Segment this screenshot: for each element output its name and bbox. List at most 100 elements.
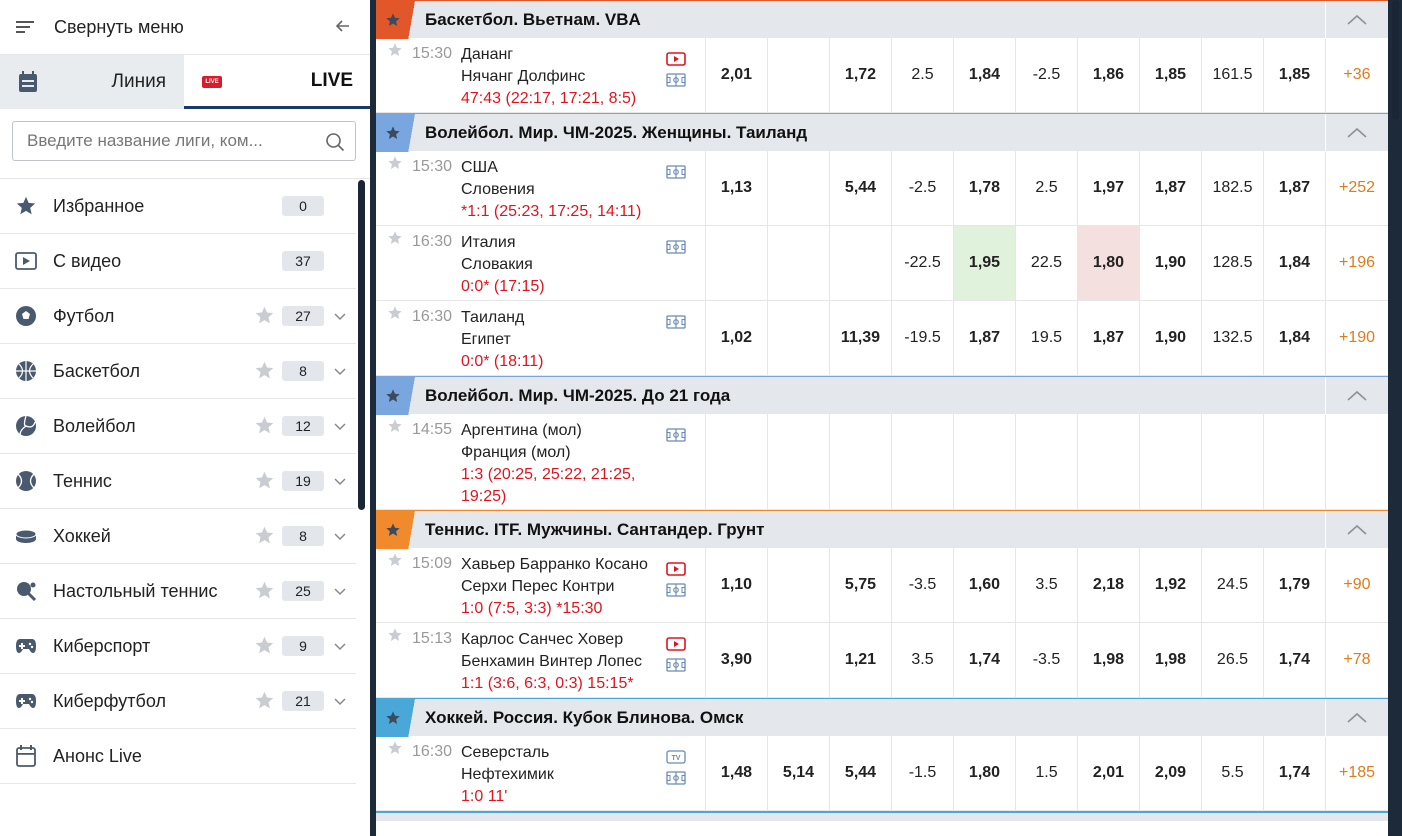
chevron-up-icon[interactable] xyxy=(1325,377,1388,415)
odd-cell[interactable] xyxy=(1078,414,1140,509)
odd-cell[interactable]: 22.5 xyxy=(1016,226,1078,300)
odd-cell[interactable] xyxy=(892,414,954,509)
sidebar-item-8[interactable]: Киберспорт 9 xyxy=(0,619,356,674)
odd-cell[interactable]: 24.5 xyxy=(1202,548,1264,622)
sidebar-item-4[interactable]: Волейбол 12 xyxy=(0,399,356,454)
favorite-star-icon[interactable] xyxy=(254,415,275,436)
match-info[interactable]: 15:30 Дананг Нячанг Долфинс 47:43 (22:17, 1… xyxy=(376,38,706,129)
odd-cell[interactable] xyxy=(954,414,1016,509)
field-icon[interactable] xyxy=(666,583,686,597)
odd-cell[interactable]: 132.5 xyxy=(1202,301,1264,375)
match-row[interactable]: 15:30 Дананг Нячанг Долфинс 47:43 (22:17, 1… xyxy=(376,38,1388,129)
odd-cell[interactable]: 2.5 xyxy=(1016,151,1078,225)
match-info[interactable]: 16:30 Северсталь Нефтехимик 1:0 11' TV xyxy=(376,736,706,810)
odd-cell[interactable]: 1,87 xyxy=(1078,301,1140,375)
sidebar-item-5[interactable]: Теннис 19 xyxy=(0,454,356,509)
odd-cell[interactable] xyxy=(768,414,830,509)
match-favorite-star-icon[interactable] xyxy=(387,42,403,58)
odd-cell[interactable]: -22.5 xyxy=(892,226,954,300)
league-favorite-star-icon[interactable] xyxy=(376,376,418,415)
chevron-up-icon[interactable] xyxy=(1325,511,1388,549)
match-info[interactable]: 16:30 Таиланд Египет 0:0* (18:11) xyxy=(376,301,706,375)
odd-cell[interactable]: 161.5 xyxy=(1202,38,1264,112)
odd-cell[interactable]: 3.5 xyxy=(1016,548,1078,622)
odd-cell[interactable]: 1,21 xyxy=(830,623,892,697)
odd-cell[interactable]: 5,75 xyxy=(830,548,892,622)
favorite-star-icon[interactable] xyxy=(254,305,275,326)
sidebar-item-0[interactable]: Избранное 0 xyxy=(0,179,356,234)
league-favorite-star-icon[interactable] xyxy=(376,698,418,737)
odd-cell[interactable]: 5,44 xyxy=(830,736,892,810)
odd-cell[interactable]: 11,39 xyxy=(830,301,892,375)
match-row[interactable]: 16:30 Северсталь Нефтехимик 1:0 11' TV 1,48 5,… xyxy=(376,736,1388,811)
odd-cell[interactable]: 1,85 xyxy=(1140,38,1202,112)
arrow-left-icon[interactable] xyxy=(332,15,354,37)
match-row[interactable]: 14:55 Аргентина (мол) Франция (мол) 1:3 (20… xyxy=(376,414,1388,510)
chevron-up-icon[interactable] xyxy=(1325,699,1388,737)
odd-cell[interactable] xyxy=(1202,414,1264,509)
more-markets-link[interactable]: +36 xyxy=(1343,66,1371,83)
odd-cell[interactable]: 182.5 xyxy=(1202,151,1264,225)
odd-cell[interactable] xyxy=(830,414,892,509)
more-markets-link[interactable]: +90 xyxy=(1343,576,1371,593)
chevron-down-icon[interactable] xyxy=(333,530,347,544)
more-markets-link[interactable]: +78 xyxy=(1343,651,1371,668)
search-icon[interactable] xyxy=(325,132,345,152)
tv-icon[interactable]: TV xyxy=(666,750,686,764)
odd-cell[interactable]: 1,87 xyxy=(1140,151,1202,225)
video-icon[interactable] xyxy=(666,52,686,66)
odd-cell[interactable]: 1,80 xyxy=(1078,226,1140,300)
sidebar-item-10[interactable]: Анонс Live xyxy=(0,729,356,784)
favorite-star-icon[interactable] xyxy=(254,690,275,711)
odd-cell[interactable]: 1,74 xyxy=(954,623,1016,697)
odd-cell[interactable]: 1,98 xyxy=(1140,623,1202,697)
field-icon[interactable] xyxy=(666,315,686,329)
sidebar-item-7[interactable]: Настольный теннис 25 xyxy=(0,564,356,619)
favorite-star-icon[interactable] xyxy=(254,525,275,546)
odd-cell[interactable]: 1,84 xyxy=(954,38,1016,112)
odd-cell[interactable]: 1,98 xyxy=(1078,623,1140,697)
odd-cell[interactable] xyxy=(768,151,830,225)
chevron-down-icon[interactable] xyxy=(333,310,347,324)
favorite-star-icon[interactable] xyxy=(254,360,275,381)
odd-cell[interactable]: 1,85 xyxy=(1264,38,1326,112)
league-header[interactable]: Баскетбол. Вьетнам. VBA xyxy=(376,0,1388,39)
odd-cell[interactable] xyxy=(768,38,830,112)
odd-cell[interactable]: -2.5 xyxy=(892,151,954,225)
field-icon[interactable] xyxy=(666,165,686,179)
odd-cell[interactable]: 2,01 xyxy=(706,38,768,112)
odd-cell[interactable]: 1,78 xyxy=(954,151,1016,225)
odd-cell[interactable]: 1,74 xyxy=(1264,736,1326,810)
more-markets-link[interactable]: +185 xyxy=(1338,764,1376,781)
match-favorite-star-icon[interactable] xyxy=(387,155,403,171)
match-favorite-star-icon[interactable] xyxy=(387,230,403,246)
odd-cell[interactable] xyxy=(706,414,768,509)
sidebar-scrollbar[interactable] xyxy=(358,180,365,510)
tab-line[interactable]: Линия xyxy=(0,55,184,109)
odd-cell[interactable] xyxy=(768,623,830,697)
tab-live[interactable]: LIVE LIVE xyxy=(184,55,370,109)
odd-cell[interactable]: 1,87 xyxy=(954,301,1016,375)
field-icon[interactable] xyxy=(666,73,686,87)
odd-cell[interactable]: 19.5 xyxy=(1016,301,1078,375)
match-favorite-star-icon[interactable] xyxy=(387,552,403,568)
odd-cell[interactable]: -3.5 xyxy=(1016,623,1078,697)
odd-cell[interactable]: 5,14 xyxy=(768,736,830,810)
more-markets-link[interactable]: +252 xyxy=(1338,179,1376,196)
odd-cell[interactable]: 1,84 xyxy=(1264,226,1326,300)
more-markets-link[interactable]: +196 xyxy=(1338,254,1376,271)
match-row[interactable]: 16:30 Таиланд Египет 0:0* (18:11) 1,02 11,39-… xyxy=(376,301,1388,376)
main-scrollbar[interactable] xyxy=(1392,0,1399,120)
odd-cell[interactable]: 1,48 xyxy=(706,736,768,810)
league-favorite-star-icon[interactable] xyxy=(376,113,418,152)
odd-cell[interactable]: 2.5 xyxy=(892,38,954,112)
chevron-down-icon[interactable] xyxy=(333,365,347,379)
match-favorite-star-icon[interactable] xyxy=(387,627,403,643)
odd-cell[interactable]: 1,90 xyxy=(1140,301,1202,375)
more-markets-link[interactable] xyxy=(1326,414,1388,509)
favorite-star-icon[interactable] xyxy=(254,580,275,601)
odd-cell[interactable] xyxy=(1264,414,1326,509)
league-favorite-star-icon[interactable] xyxy=(376,0,418,39)
odd-cell[interactable] xyxy=(1140,414,1202,509)
odd-cell[interactable] xyxy=(1016,414,1078,509)
